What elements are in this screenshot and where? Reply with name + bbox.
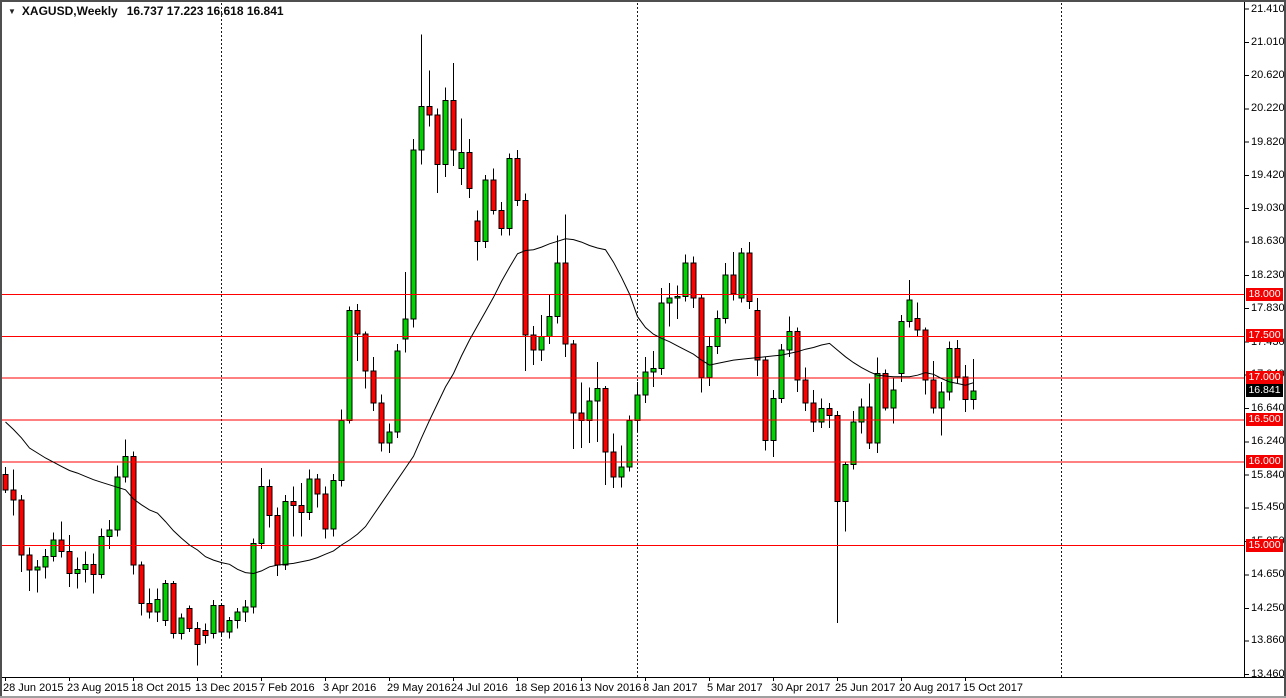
y-axis-label: 14.650	[1251, 568, 1285, 581]
y-axis-label: 18.630	[1251, 235, 1285, 248]
y-axis-label: 21.410	[1251, 2, 1285, 15]
price-level-badge: 17.500	[1246, 329, 1283, 343]
x-axis-label: 13 Dec 2015	[195, 682, 258, 694]
y-axis-label: 19.820	[1251, 135, 1285, 148]
x-axis-label: 8 Jan 2017	[643, 682, 698, 694]
x-axis-label: 28 Jun 2015	[3, 682, 64, 694]
x-axis-label: 13 Nov 2016	[579, 682, 642, 694]
x-axis-label: 24 Jul 2016	[451, 682, 508, 694]
x-axis-label: 15 Oct 2017	[963, 682, 1023, 694]
x-axis-label: 3 Apr 2016	[323, 682, 377, 694]
x-axis-label: 20 Aug 2017	[899, 682, 961, 694]
x-axis-label: 7 Feb 2016	[259, 682, 315, 694]
y-axis-label: 13.460	[1251, 667, 1285, 680]
symbol-timeframe-label: XAGUSD,Weekly	[21, 4, 118, 18]
moving-average-line	[5, 238, 974, 575]
chart-menu-triangle-icon[interactable]: ▼	[8, 7, 16, 16]
y-axis-label: 16.640	[1251, 401, 1285, 414]
y-axis-label: 19.030	[1251, 201, 1285, 214]
y-axis-label: 13.860	[1251, 634, 1285, 647]
y-axis-label: 17.830	[1251, 302, 1285, 315]
x-axis-label: 29 May 2016	[387, 682, 451, 694]
x-axis-label: 18 Oct 2015	[131, 682, 191, 694]
y-axis-label: 20.220	[1251, 102, 1285, 115]
window-border-left	[0, 0, 2, 698]
price-level-badge: 15.000	[1246, 538, 1283, 552]
ohlc-values-label: 16.737 17.223 16.618 16.841	[126, 4, 284, 18]
price-level-badge: 18.000	[1246, 287, 1283, 301]
x-axis-label: 23 Aug 2015	[67, 682, 129, 694]
x-axis-label: 5 Mar 2017	[707, 682, 763, 694]
price-level-badge: 17.000	[1246, 371, 1283, 385]
price-level-badge: 16.500	[1246, 413, 1283, 426]
x-axis-label: 30 Apr 2017	[771, 682, 831, 694]
y-axis-label: 16.240	[1251, 435, 1285, 448]
window-border-bottom	[0, 696, 1286, 698]
symbol-ohlc-label: ▼ XAGUSD,Weekly 16.737 17.223 16.618 16.84…	[8, 4, 284, 18]
price-level-badge: 16.000	[1246, 454, 1283, 468]
year-separators-layer	[221, 3, 1062, 677]
window-border-top	[0, 0, 1286, 2]
y-axis-label: 15.840	[1251, 468, 1285, 481]
current-price-badge: 16.841	[1246, 384, 1283, 398]
y-axis-label: 15.450	[1251, 501, 1285, 514]
candles-layer	[2, 34, 977, 666]
y-axis-label: 18.230	[1251, 268, 1285, 281]
level-lines-layer	[2, 294, 1244, 547]
x-axis-label: 18 Sep 2016	[515, 682, 578, 694]
axes-layer	[0, 2, 1284, 681]
y-axis-label: 14.250	[1251, 601, 1285, 614]
y-axis-label: 20.620	[1251, 68, 1285, 81]
x-axis-label: 25 Jun 2017	[835, 682, 896, 694]
window-border-right	[1284, 0, 1286, 698]
y-axis-label: 19.420	[1251, 169, 1285, 182]
y-axis-label: 21.010	[1251, 36, 1285, 49]
